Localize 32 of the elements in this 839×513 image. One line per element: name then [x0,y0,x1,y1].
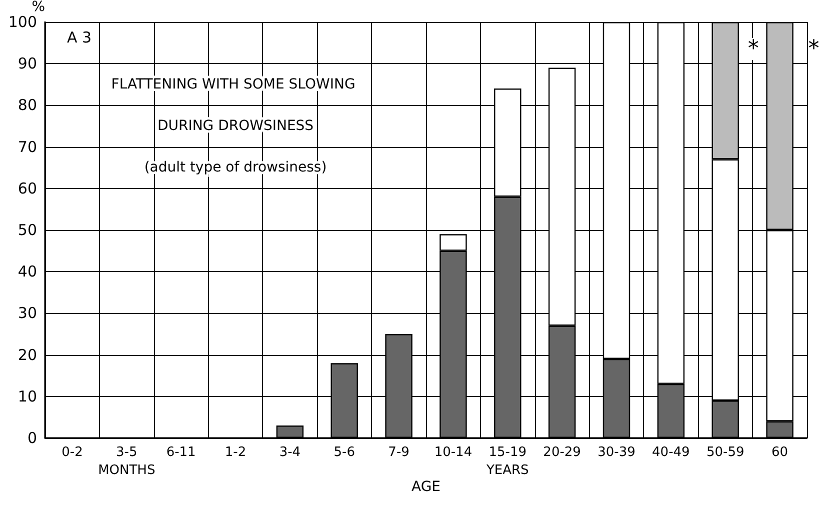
y-tick-label: 70 [18,138,37,156]
y-axis-title: % [32,0,45,15]
x-tick-label: 15-19 [488,445,527,460]
y-tick-label: 50 [18,221,37,239]
x-tick-label: 50-59 [706,445,744,460]
x-tick-label: 3-5 [116,445,138,460]
y-tick-label: 80 [18,96,37,114]
x-tick-label: 7-9 [388,445,410,460]
x-tick-label: 10-14 [434,445,472,460]
x-tick-label: 5-6 [334,445,355,460]
annotation: * [748,36,759,62]
x-tick-label: 6-11 [166,445,196,460]
x-tick-label: 40-49 [652,445,690,460]
x-tick-label: 3-4 [279,445,301,460]
y-tick-label: 100 [8,13,37,31]
y-tick-label: 10 [18,387,37,406]
annotation: A 3 [67,28,92,46]
x-tick-label: 60 [772,445,788,460]
x-tick-label: 1-2 [224,445,246,460]
y-tick-label: 30 [18,304,37,322]
x-tick-label: 20-29 [543,445,581,460]
text: MONTHS [98,463,156,478]
x-tick-label: 0-2 [62,445,83,460]
x-axis-title: AGE [411,479,441,495]
text: YEARS [485,463,529,478]
y-tick-label: 20 [18,346,37,364]
y-tick-label: 90 [18,54,37,73]
text: * [808,36,820,62]
y-tick-label: 0 [27,429,37,447]
y-tick-label: 60 [18,179,37,198]
y-tick-label: 40 [18,262,37,281]
x-tick-label: 30-39 [598,445,636,460]
